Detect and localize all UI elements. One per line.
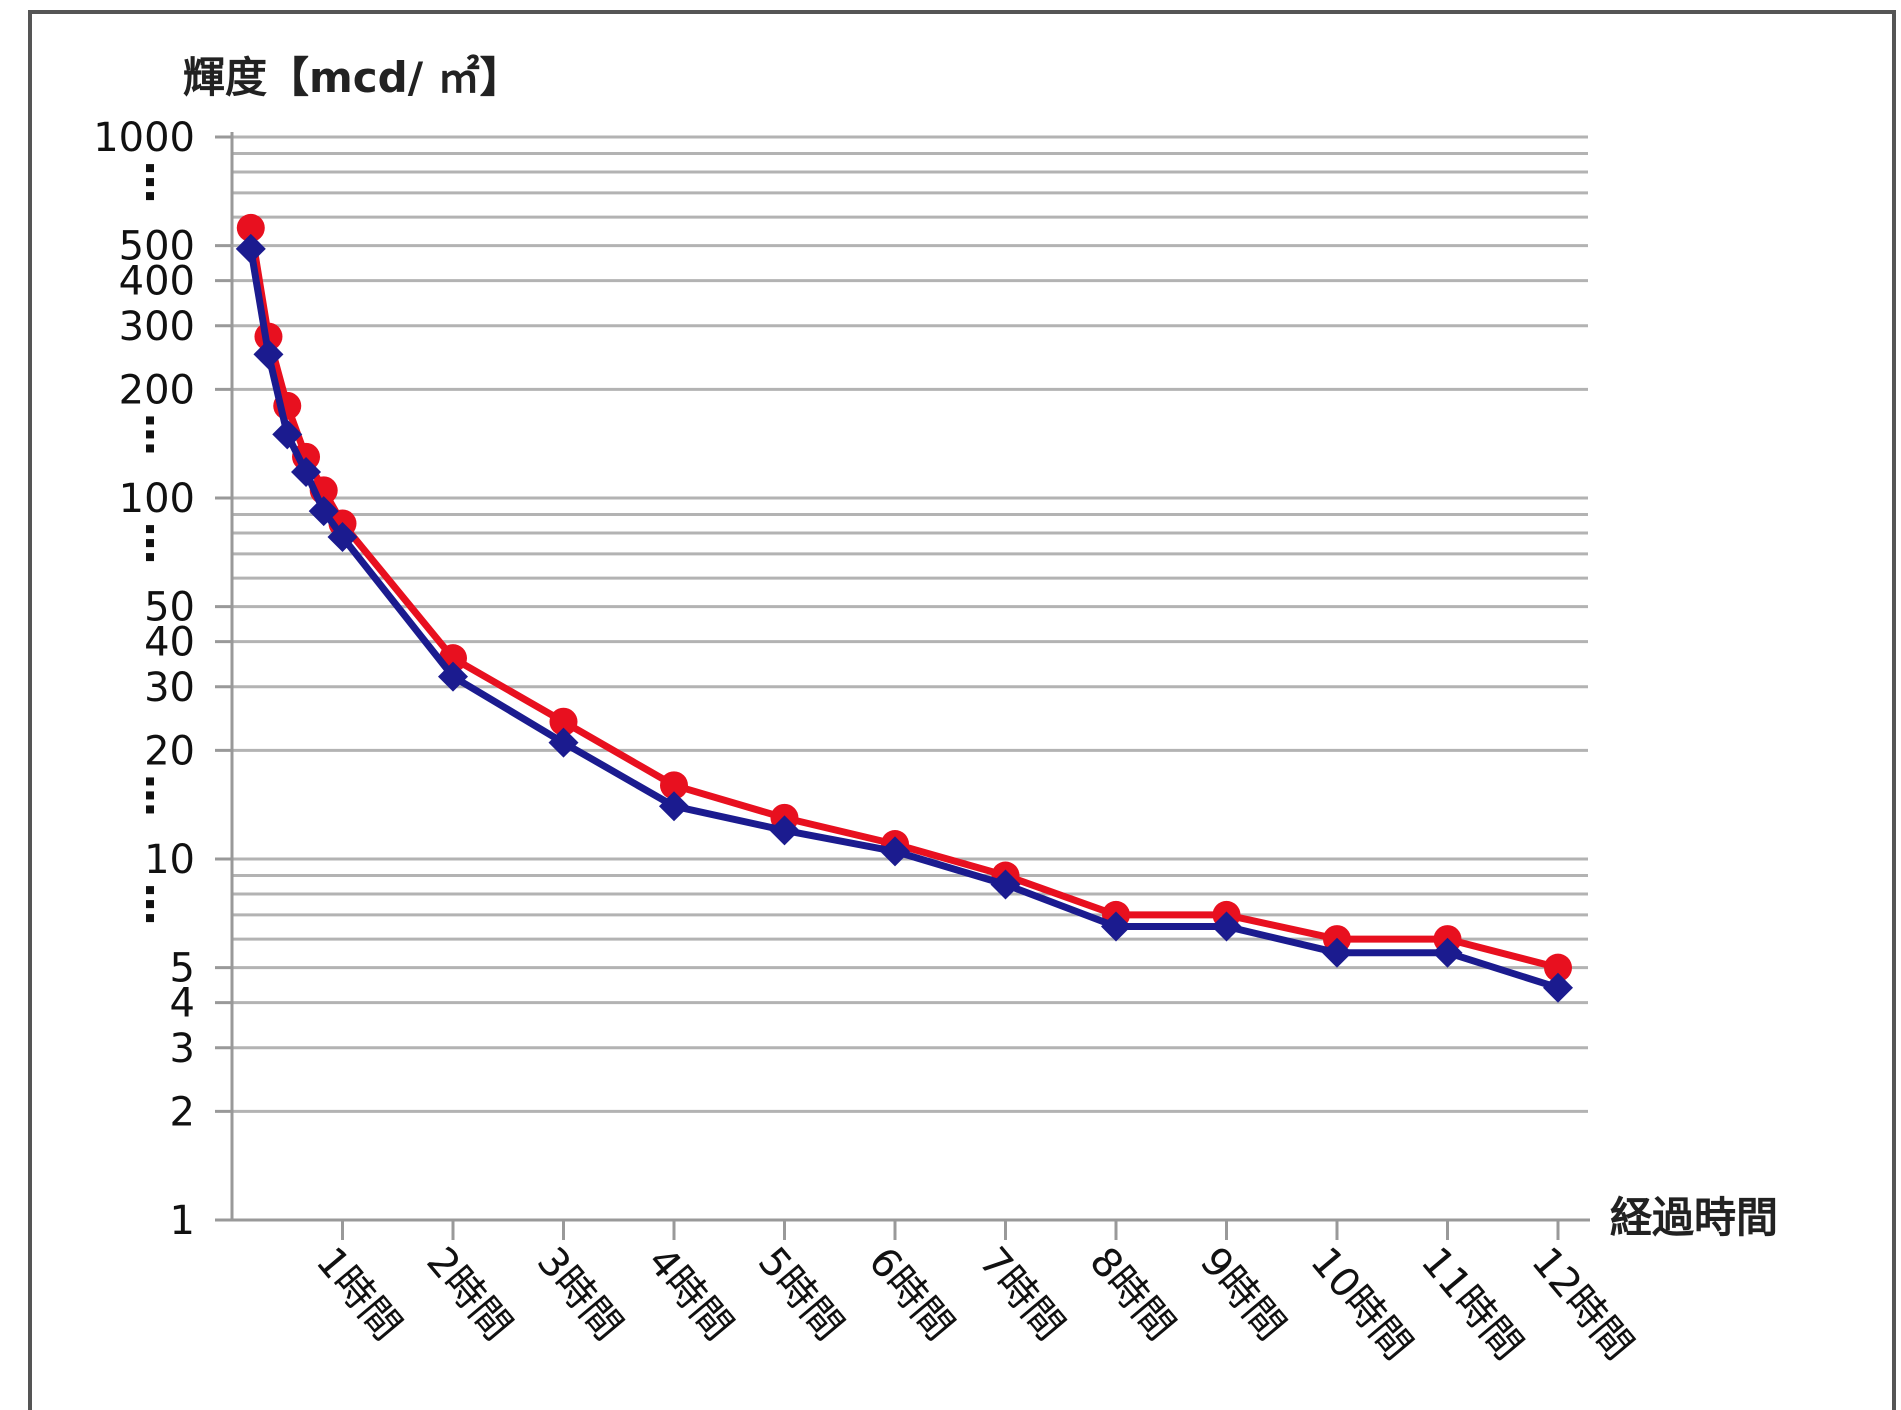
x-tick-label: 3時間 <box>528 1239 631 1349</box>
x-tick-label: 9時間 <box>1191 1239 1294 1349</box>
y-break-dot <box>146 164 154 173</box>
data-point-diamond <box>235 233 266 264</box>
data-point-circle <box>549 707 578 736</box>
data-point-circle <box>660 771 688 800</box>
data-point-diamond <box>1101 911 1131 942</box>
y-tick-label: 5 <box>170 946 195 992</box>
y-break-dot <box>146 444 154 453</box>
x-tick-label: 2時間 <box>417 1239 520 1349</box>
x-tick-label: 12時間 <box>1522 1239 1641 1369</box>
series-2 <box>235 233 1573 1003</box>
y-break-dot <box>146 525 154 534</box>
data-point-diamond <box>308 496 339 527</box>
data-point-diamond <box>253 339 284 370</box>
y-tick-label: 1000 <box>93 115 195 161</box>
y-tick-label: 400 <box>119 259 195 305</box>
data-point-diamond <box>548 727 579 758</box>
y-break-dot <box>146 914 154 923</box>
y-tick-label: 300 <box>119 304 195 350</box>
x-tick-label: 5時間 <box>749 1239 852 1349</box>
x-tick-label: 11時間 <box>1412 1239 1531 1369</box>
x-tick-label: 10時間 <box>1301 1239 1420 1369</box>
y-tick-label: 2 <box>170 1089 195 1135</box>
y-tick-label: 4 <box>170 981 195 1027</box>
y-break-dot <box>146 192 154 201</box>
y-tick-label: 200 <box>119 367 195 413</box>
y-tick-label: 1 <box>170 1198 195 1244</box>
y-break-dot <box>146 791 154 800</box>
series-1 <box>236 213 1572 982</box>
data-point-diamond <box>1543 972 1573 1003</box>
y-tick-label: 30 <box>144 665 195 711</box>
data-point-diamond <box>769 815 800 846</box>
x-axis-title: 経過時間 <box>1610 1193 1778 1242</box>
data-point-diamond <box>272 419 303 450</box>
x-tick-label: 6時間 <box>859 1239 962 1349</box>
data-point-circle <box>236 213 265 242</box>
axis-layer <box>215 132 1590 1222</box>
data-point-diamond <box>438 661 468 692</box>
y-axis-title: 輝度【mcd/ ㎡】 <box>183 53 522 102</box>
data-point-diamond <box>327 521 358 552</box>
y-break-dot <box>146 178 154 187</box>
y-tick-label: 3 <box>170 1026 195 1072</box>
y-tick-label: 10 <box>144 837 195 883</box>
grid-layer <box>232 135 1588 1113</box>
data-point-diamond <box>1211 911 1242 942</box>
y-tick-label: 40 <box>144 620 195 666</box>
y-tick-label: 100 <box>119 476 195 522</box>
y-break-dot <box>146 430 154 439</box>
y-break-dot <box>146 900 154 909</box>
y-tick-label: 50 <box>144 585 195 631</box>
data-point-circle <box>1544 953 1572 982</box>
y-break-dot <box>146 416 154 425</box>
x-tick-label: 4時間 <box>638 1239 741 1349</box>
y-tick-label: 20 <box>144 728 195 774</box>
data-point-diamond <box>990 869 1021 900</box>
x-tick-label: 1時間 <box>307 1239 410 1349</box>
x-tick-label: 8時間 <box>1080 1239 1183 1349</box>
y-break-dot <box>146 539 154 548</box>
x-tick-label: 7時間 <box>970 1239 1073 1349</box>
data-point-diamond <box>659 791 689 822</box>
y-axis-break-dots <box>146 164 154 923</box>
y-break-dot <box>146 777 154 786</box>
y-break-dot <box>146 805 154 814</box>
data-point-diamond <box>1322 937 1352 968</box>
y-tick-label: 500 <box>119 224 195 270</box>
data-point-diamond <box>1432 937 1463 968</box>
series-layer <box>235 213 1573 1003</box>
data-point-diamond <box>291 457 322 488</box>
data-point-diamond <box>880 836 910 867</box>
y-break-dot <box>146 886 154 895</box>
chart-frame <box>28 10 1896 1410</box>
y-break-dot <box>146 553 154 562</box>
